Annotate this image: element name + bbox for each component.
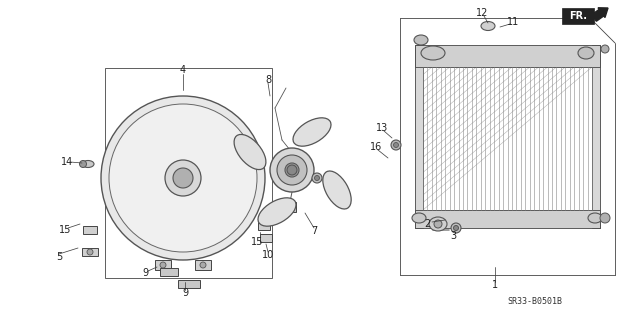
Text: 16: 16 — [370, 142, 382, 152]
Circle shape — [200, 262, 206, 268]
Circle shape — [600, 213, 610, 223]
Bar — [260, 234, 272, 242]
Circle shape — [285, 163, 299, 177]
Ellipse shape — [258, 198, 296, 226]
Text: 10: 10 — [262, 250, 274, 260]
Bar — [415, 45, 423, 228]
Circle shape — [287, 165, 297, 175]
Text: 4: 4 — [180, 65, 186, 75]
Bar — [105, 68, 272, 278]
Ellipse shape — [588, 213, 602, 223]
Circle shape — [101, 96, 265, 260]
Text: 13: 13 — [376, 123, 388, 133]
Bar — [82, 248, 98, 256]
Ellipse shape — [323, 171, 351, 209]
Text: 15: 15 — [59, 225, 71, 235]
Bar — [284, 202, 296, 212]
Text: 5: 5 — [56, 252, 62, 262]
Text: 9: 9 — [142, 268, 148, 278]
Bar — [415, 45, 600, 67]
Bar — [258, 222, 270, 230]
Circle shape — [277, 155, 307, 185]
Bar — [160, 268, 178, 276]
Text: 7: 7 — [311, 226, 317, 236]
Ellipse shape — [234, 134, 266, 170]
Ellipse shape — [412, 213, 426, 223]
Ellipse shape — [481, 21, 495, 31]
Circle shape — [173, 168, 193, 188]
Text: 8: 8 — [265, 75, 271, 85]
Text: 12: 12 — [476, 8, 488, 18]
Text: 14: 14 — [61, 157, 73, 167]
Circle shape — [601, 45, 609, 53]
Ellipse shape — [421, 46, 445, 60]
Ellipse shape — [82, 160, 94, 167]
Bar — [155, 260, 171, 270]
Bar — [195, 260, 211, 270]
Circle shape — [87, 249, 93, 255]
Circle shape — [391, 140, 401, 150]
Circle shape — [454, 226, 458, 231]
Ellipse shape — [434, 220, 442, 228]
Bar — [83, 226, 97, 234]
Ellipse shape — [578, 47, 594, 59]
Circle shape — [314, 175, 319, 181]
Text: 9: 9 — [182, 288, 188, 298]
Circle shape — [394, 143, 399, 147]
Circle shape — [312, 173, 322, 183]
Circle shape — [79, 160, 86, 167]
Text: SR33-B0501B: SR33-B0501B — [508, 298, 563, 307]
Circle shape — [451, 223, 461, 233]
Ellipse shape — [414, 35, 428, 45]
Ellipse shape — [293, 118, 331, 146]
Text: FR.: FR. — [569, 11, 587, 21]
Text: 11: 11 — [507, 17, 519, 27]
Bar — [562, 8, 594, 24]
Bar — [592, 45, 600, 228]
Text: 15: 15 — [251, 237, 263, 247]
Circle shape — [270, 148, 314, 192]
Bar — [178, 280, 200, 288]
Text: 3: 3 — [450, 231, 456, 241]
Ellipse shape — [429, 217, 447, 231]
Bar — [415, 210, 600, 228]
Text: 1: 1 — [492, 280, 498, 290]
FancyArrow shape — [591, 8, 608, 21]
Circle shape — [160, 262, 166, 268]
Text: 2: 2 — [424, 219, 430, 229]
Circle shape — [165, 160, 201, 196]
Circle shape — [109, 104, 257, 252]
